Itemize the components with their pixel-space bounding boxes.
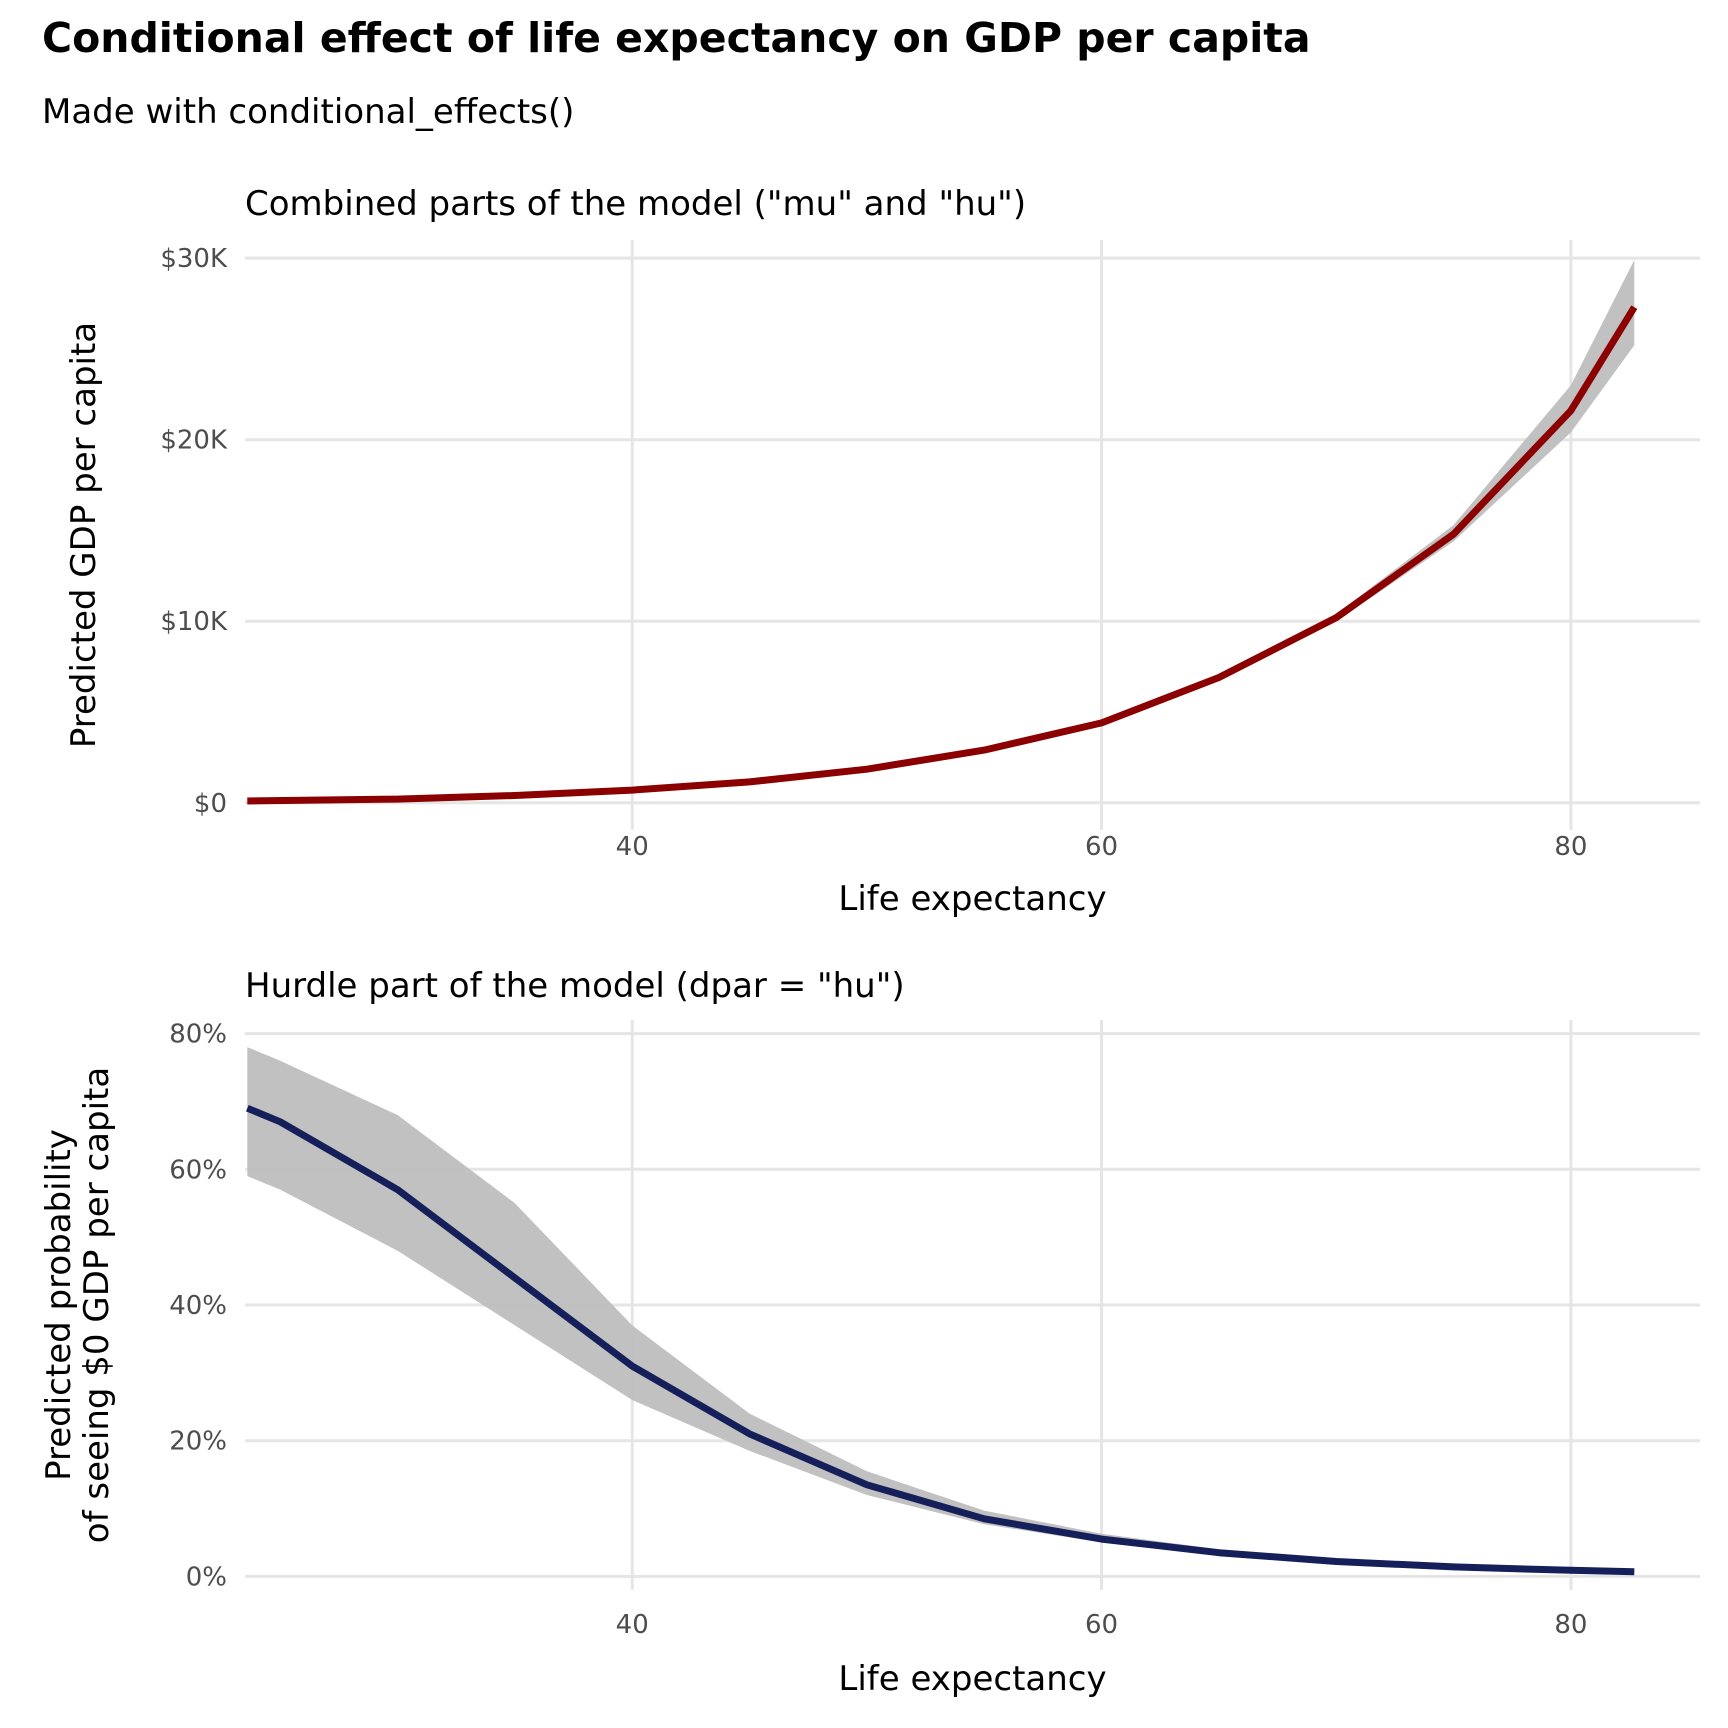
x-tick-label: 80 — [1554, 1610, 1587, 1640]
figure-subtitle: Made with conditional_effects() — [42, 92, 575, 132]
y-tick-label: $10K — [160, 607, 228, 637]
panel-title: Combined parts of the model ("mu" and "h… — [245, 184, 1026, 224]
y-axis-title-line: Predicted GDP per capita — [64, 322, 104, 748]
series-line — [245, 1104, 1635, 1576]
x-tick-label: 40 — [616, 1610, 649, 1640]
y-axis-title: Predicted GDP per capita — [64, 322, 104, 748]
y-axis-title: Predicted probabilityof seeing $0 GDP pe… — [39, 1067, 117, 1543]
y-tick-label: $0 — [194, 789, 227, 819]
figure-title: Conditional effect of life expectancy on… — [42, 14, 1311, 62]
y-tick-label: 0% — [186, 1562, 227, 1592]
credible-interval-ribbon — [247, 1047, 1635, 1573]
x-tick-label: 60 — [1085, 832, 1118, 862]
y-tick-label: 60% — [169, 1155, 227, 1185]
panel-top: $0 $10K $20K $30K 40 60 80 Combined parts of th… — [64, 184, 1700, 919]
credible-interval-ribbon — [247, 260, 1635, 801]
y-tick-label: $30K — [160, 244, 228, 274]
y-tick-label: 20% — [169, 1427, 227, 1457]
y-tick-label: 80% — [169, 1020, 227, 1050]
x-axis-title: Life expectancy — [838, 879, 1106, 919]
x-tick-label: 80 — [1554, 832, 1587, 862]
panel-title: Hurdle part of the model (dpar = "hu") — [245, 966, 905, 1006]
x-tick-label: 60 — [1085, 1610, 1118, 1640]
y-axis-title-line: of seeing $0 GDP per capita — [77, 1067, 117, 1543]
series-line — [247, 305, 1638, 805]
y-axis-title-line: Predicted probability — [39, 1129, 79, 1481]
panel-bottom: 0% 20% 40% 60% 80% 40 60 80 Hurdle part of the m… — [39, 966, 1700, 1699]
x-axis-title: Life expectancy — [838, 1659, 1106, 1699]
x-tick-label: 40 — [616, 832, 649, 862]
y-tick-label: 40% — [169, 1291, 227, 1321]
y-tick-label: $20K — [160, 426, 228, 456]
